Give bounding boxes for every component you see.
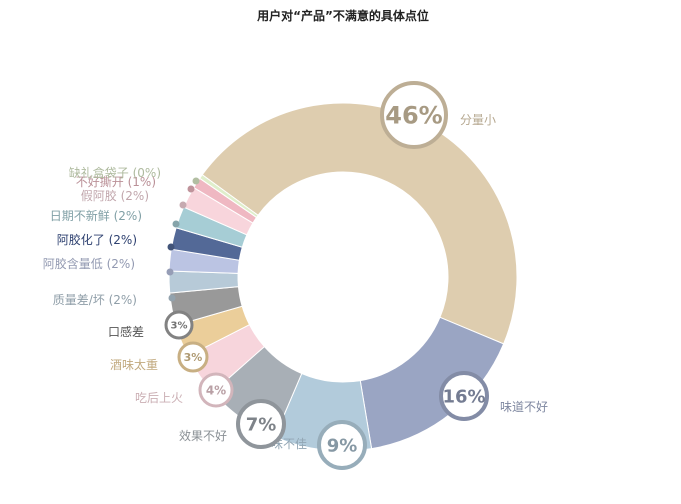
value-badge-text: 7% xyxy=(246,414,277,435)
value-badge-i6548679c4e0d597d xyxy=(236,399,286,449)
value-badge-i5403540e4e0a706b xyxy=(198,372,234,408)
label-dot xyxy=(167,243,175,251)
value-badge-text: 3% xyxy=(184,351,203,364)
value-badge-i547390534e0d597d xyxy=(439,371,489,421)
slice-i520691cf5c0f[interactable] xyxy=(201,102,518,345)
value-badge-i520691cf5c0f xyxy=(380,81,448,149)
label-dot xyxy=(187,185,195,193)
category-label: 假阿胶 (2%) xyxy=(81,188,149,203)
category-label: 阿胶化了 (2%) xyxy=(57,232,137,247)
value-badge-i91525473592a91cd xyxy=(177,341,209,373)
category-label: 阿胶含量低 (2%) xyxy=(43,256,135,271)
value-badge-text: 9% xyxy=(327,435,358,456)
category-label: 分量小 xyxy=(460,113,496,127)
category-label: 酒味太重 xyxy=(110,357,158,372)
chart-title: 用户对“产品”不满意的具体点位 xyxy=(256,8,429,23)
category-label: 味道不好 xyxy=(500,400,548,414)
label-dot xyxy=(166,268,174,276)
labels-group: 46% 分量小 16% 味道不好 9% 味不佳 7% 效果不好 4% 吃后上火 3% 酒味太重 3% 口感… xyxy=(43,81,548,470)
label-dot xyxy=(168,294,176,302)
label-dot xyxy=(172,220,180,228)
label-dot xyxy=(179,201,187,209)
value-badge-text: 3% xyxy=(171,321,188,332)
category-label: 吃后上火 xyxy=(135,391,183,405)
slice-i7f3a793c76d2888b5b50[interactable] xyxy=(198,174,259,219)
category-label: 缺礼盒袋子 (0%) xyxy=(69,165,161,180)
value-badge-text: 46% xyxy=(385,102,442,130)
label-dot xyxy=(192,177,200,185)
category-label: 口感差 xyxy=(108,324,144,339)
value-badge-i53e3611f5dee xyxy=(164,310,194,340)
category-label: 日期不新鲜 (2%) xyxy=(50,208,142,223)
category-label: 不好撕开 (1%) xyxy=(76,175,156,189)
category-label: 质量差/坏 (2%) xyxy=(53,293,137,307)
value-badge-i53e354734e0d4f73 xyxy=(317,420,367,470)
value-badge-text: 4% xyxy=(206,383,226,397)
category-label: 味不佳 xyxy=(271,437,307,451)
category-label: 效果不好 xyxy=(179,428,227,443)
value-badge-text: 16% xyxy=(442,386,485,407)
